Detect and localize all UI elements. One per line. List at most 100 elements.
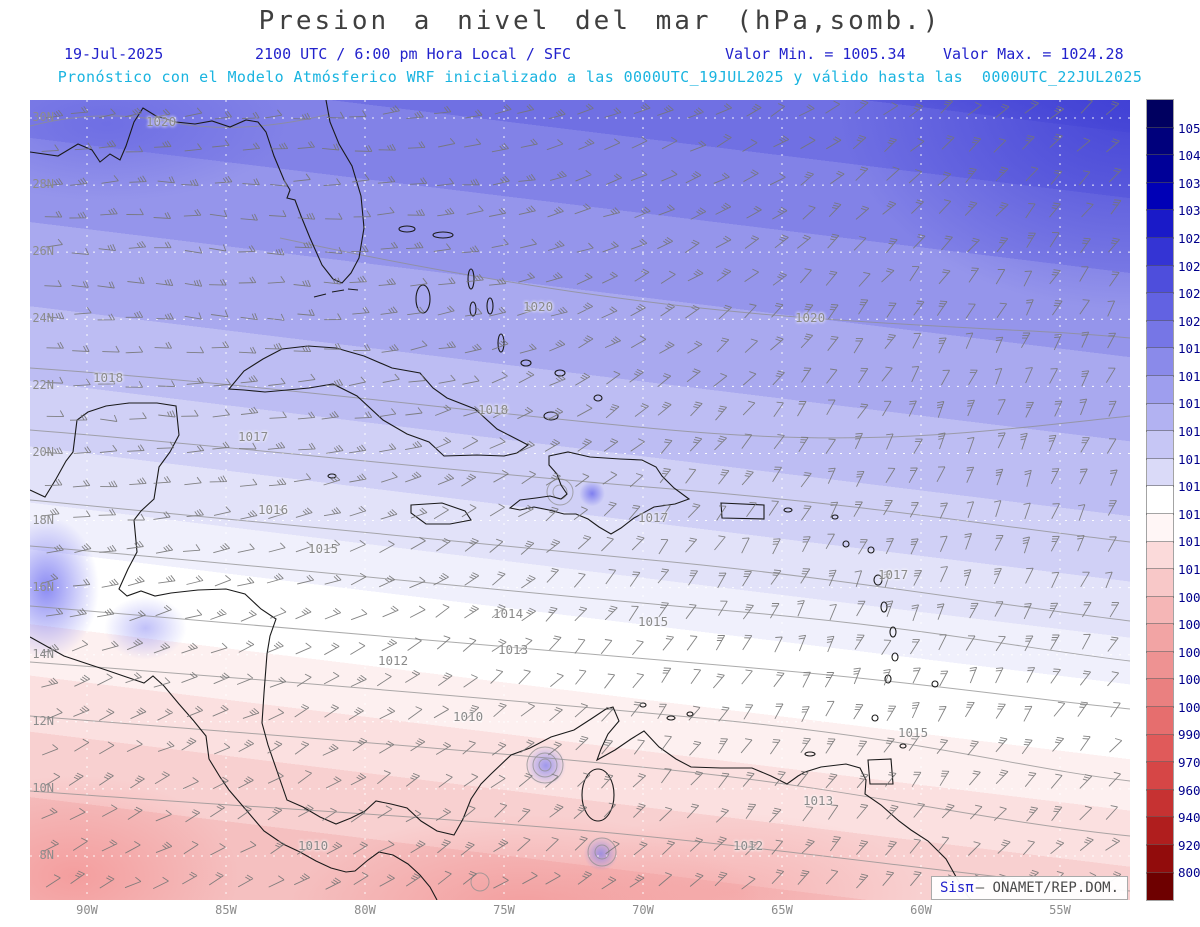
colorbar-block: [1146, 430, 1174, 460]
colorbar-tick-label: 1004: [1178, 644, 1200, 660]
colorbar-tick-label: 1006: [1178, 617, 1200, 633]
coastline-layer: [30, 100, 972, 900]
island: [842, 540, 850, 548]
isobar-1015: [30, 545, 1130, 662]
island: [593, 394, 603, 402]
colorbar-tick-label: 1019: [1178, 341, 1200, 357]
colorbar-tick-label: 1016: [1178, 424, 1200, 440]
isobar-low-ring: [587, 837, 617, 867]
colorbar-block: [1146, 154, 1174, 184]
coast-gulf-florida: [30, 100, 365, 284]
colorbar-block: [1146, 816, 1174, 847]
lon-label: 85W: [215, 903, 237, 917]
lon-label: 80W: [354, 903, 376, 917]
isobar-1017: [30, 429, 1130, 543]
island: [804, 751, 816, 757]
coast-florida-keys: [313, 288, 359, 298]
colorbar-tick-label: 1002: [1178, 672, 1200, 688]
colorbar-tick-label: 1025: [1178, 258, 1200, 274]
lon-label: 55W: [1049, 903, 1071, 917]
isobar-1018: [30, 367, 1130, 439]
wind-barbs-layer: [41, 100, 1123, 890]
island: [497, 333, 505, 353]
island: [873, 574, 883, 586]
colorbar-blocks: [1146, 99, 1174, 902]
colorbar-tick-label: 1020: [1178, 313, 1200, 329]
island: [867, 546, 875, 554]
forecast-time: 2100 UTC / 6:00 pm Hora Local / SFC: [255, 45, 572, 63]
colorbar-block: [1146, 540, 1174, 571]
colorbar-tick-label: 800: [1178, 865, 1200, 881]
colorbar-block: [1146, 374, 1174, 405]
colorbar-block: [1146, 871, 1174, 902]
coast-hispaniola: [508, 451, 691, 535]
colorbar-block: [1146, 126, 1174, 157]
colorbar-tick-label: 920: [1178, 837, 1200, 853]
colorbar-block: [1146, 99, 1174, 129]
colorbar-block: [1146, 788, 1174, 819]
colorbar-tick-label: 990: [1178, 727, 1200, 743]
lon-label: 65W: [771, 903, 793, 917]
island: [469, 301, 477, 317]
coast-trinidad: [867, 758, 894, 785]
isobar-1020a: [30, 113, 331, 128]
colorbar-tick-label: 1014: [1178, 479, 1200, 495]
colorbar-block: [1146, 457, 1174, 488]
colorbar-tick-label: 1012: [1178, 534, 1200, 550]
island: [783, 507, 793, 513]
colorbar-block: [1146, 706, 1174, 736]
isobar-low-ring: [526, 746, 564, 784]
island: [666, 715, 676, 721]
colorbar-block: [1146, 678, 1174, 709]
colorbar-block: [1146, 844, 1174, 874]
island: [486, 297, 494, 315]
island: [398, 225, 416, 233]
watermark: Sisπ – ONAMET/REP.DOM.: [930, 876, 1128, 900]
wind-barb-field: [41, 100, 1123, 890]
colorbar-tick-label: 1028: [1178, 230, 1200, 246]
colorbar-tick-label: 1050: [1178, 120, 1200, 136]
colorbar-block: [1146, 733, 1174, 764]
isobar-1014: [30, 605, 1130, 710]
isobar-1020b: [279, 237, 1130, 339]
colorbar-tick-label: 1017: [1178, 396, 1200, 412]
colorbar-tick-label: 970: [1178, 755, 1200, 771]
grid-layer: [30, 100, 1130, 900]
isobar-1013: [30, 661, 1130, 782]
colorbar-block: [1146, 595, 1174, 626]
coast-cuba: [227, 345, 530, 457]
island: [891, 652, 899, 662]
colorbar-tick-label: 1035: [1178, 175, 1200, 191]
colorbar-tick-label: 940: [1178, 810, 1200, 826]
colorbar-block: [1146, 761, 1174, 791]
isobar-low-ring: [532, 752, 558, 778]
island: [520, 359, 532, 367]
colorbar-block: [1146, 292, 1174, 322]
island: [554, 369, 566, 377]
island: [432, 231, 454, 239]
colorbar-block: [1146, 209, 1174, 239]
colorbar-tick-label: 960: [1178, 782, 1200, 798]
colorbar-tick-label: 1022: [1178, 286, 1200, 302]
colorbar-tick-label: 1010: [1178, 561, 1200, 577]
island: [415, 284, 431, 314]
watermark-org: – ONAMET/REP.DOM.: [975, 880, 1119, 896]
island: [931, 680, 939, 688]
coast-pacific: [30, 636, 438, 900]
coast-jamaica: [410, 502, 472, 525]
island: [543, 411, 559, 421]
island: [831, 514, 839, 520]
isobar-low-ring: [594, 844, 610, 860]
colorbar-block: [1146, 623, 1174, 653]
colorbar-tick-label: 1008: [1178, 589, 1200, 605]
colorbar-tick-label: 1015: [1178, 451, 1200, 467]
model-info: Pronóstico con el Modelo Atmósferico WRF…: [57, 68, 1143, 86]
map-canvas: [30, 100, 1130, 900]
colorbar-block: [1146, 264, 1174, 295]
lon-label: 75W: [493, 903, 515, 917]
isobar-low-ring: [538, 758, 552, 772]
lon-label: 60W: [910, 903, 932, 917]
island: [686, 711, 694, 717]
colorbar-tick-label: 1030: [1178, 203, 1200, 219]
